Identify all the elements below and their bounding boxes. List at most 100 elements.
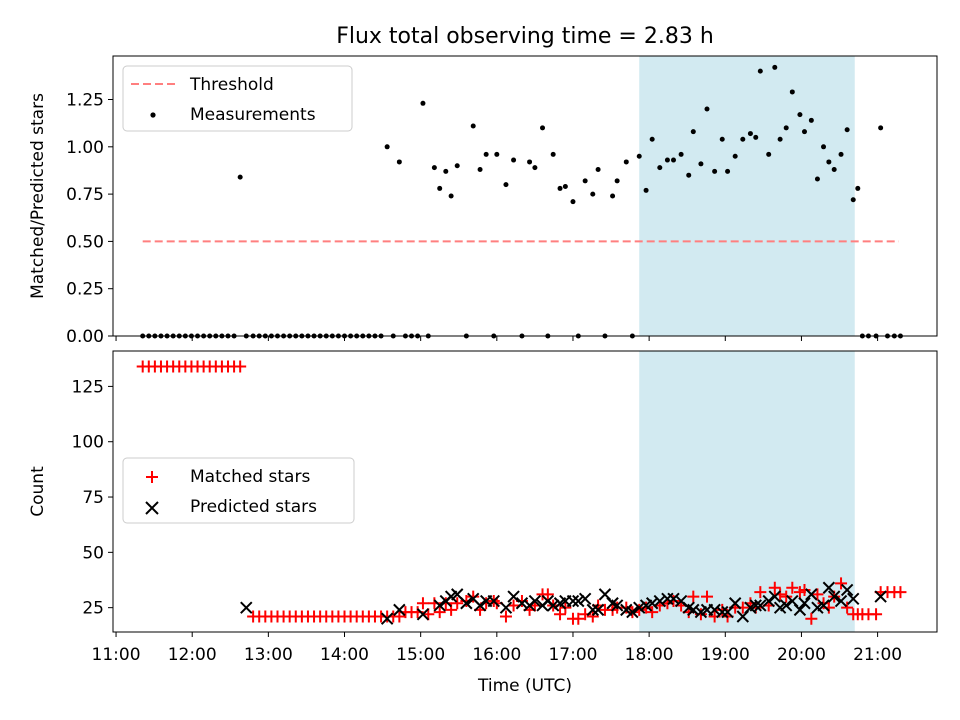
matched-star-point: [687, 590, 700, 603]
predicted-star-point: [798, 597, 811, 610]
measurement-point: [550, 151, 556, 157]
predicted-star-point: [780, 599, 793, 612]
matched-star-point: [754, 586, 767, 599]
top-y-tick-label: 0.00: [66, 327, 104, 347]
predicted-star-point: [653, 594, 667, 608]
measurement-point: [562, 184, 568, 190]
measurement-point: [431, 165, 437, 171]
measurement-point: [838, 151, 844, 157]
measurement-point: [814, 176, 820, 182]
matched-star-point: [798, 583, 811, 596]
measurement-point: [477, 167, 483, 173]
matched-star-point: [894, 586, 907, 599]
predicted-star-point: [827, 590, 841, 603]
measurement-point: [808, 117, 814, 123]
measurement-point: [757, 68, 763, 74]
predicted-star-point: [633, 601, 646, 614]
matched-star-point: [433, 606, 446, 619]
matched-star-point: [870, 608, 883, 621]
bottom-y-tick-label: 50: [82, 543, 104, 563]
legend-matched-label: Matched stars: [190, 467, 310, 487]
measurement-point: [437, 185, 443, 191]
measurement-point: [527, 159, 533, 165]
chart-title: Flux total observing time = 2.83 h: [336, 24, 714, 49]
matched-star-point: [701, 590, 714, 603]
predicted-star-point: [528, 594, 542, 608]
predicted-star-point: [749, 599, 762, 612]
predicted-star-point: [572, 594, 585, 608]
top-y-tick-label: 0.25: [66, 280, 104, 300]
measurement-point: [740, 136, 746, 142]
bottom-observing-span: [639, 351, 855, 632]
x-tick-label: 17:00: [548, 645, 597, 665]
bottom-y-tick-label: 100: [72, 433, 104, 453]
predicted-star-point: [687, 603, 700, 617]
measurement-point: [420, 100, 426, 106]
top-x-ticks: [115, 336, 879, 341]
legend-predicted-label: Predicted stars: [190, 497, 317, 517]
matched-star-point: [572, 612, 585, 625]
measurement-point: [636, 153, 642, 159]
bottom-panel: 25 50 75 100 125 11:00 12:00 13:00 14:00 15:00 16…: [28, 350, 938, 696]
measurement-point: [777, 136, 783, 142]
matched-star-point: [234, 360, 247, 373]
predicted-star-point: [487, 594, 500, 608]
measurement-point: [448, 193, 454, 199]
matched-star-point: [620, 601, 633, 614]
measurement-point: [470, 123, 476, 129]
predicted-stars-points: [240, 581, 887, 625]
measurement-point: [657, 165, 663, 171]
predicted-star-point: [460, 597, 473, 610]
predicted-star-point: [578, 592, 592, 606]
matched-star-point: [451, 597, 464, 610]
predicted-star-point: [840, 583, 854, 597]
predicted-star-point: [473, 599, 487, 612]
measurement-point: [766, 151, 772, 157]
measurement-point: [595, 167, 601, 173]
predicted-star-point: [762, 594, 775, 608]
measurement-point: [623, 159, 629, 165]
matched-star-point: [768, 581, 781, 594]
top-y-tick-label: 0.50: [66, 232, 104, 252]
top-y-axis-label: Matched/Predicted stars: [28, 93, 48, 299]
predicted-star-point: [834, 594, 848, 608]
top-y-tick-label: 1.25: [66, 91, 104, 111]
x-tick-label: 16:00: [472, 645, 521, 665]
matched-star-point: [554, 608, 567, 621]
predicted-star-point: [586, 603, 599, 617]
measurement-point: [821, 144, 827, 150]
matched-star-point: [780, 590, 793, 603]
legend-predicted-swatch: [145, 501, 159, 515]
matched-star-point: [393, 610, 406, 623]
bottom-y-ticks: 25 50 75 100 125: [72, 377, 113, 619]
measurement-point: [590, 191, 596, 197]
measurement-point: [384, 144, 390, 150]
measurement-point: [494, 151, 500, 157]
predicted-star-point: [874, 590, 887, 603]
matched-star-point: [835, 577, 848, 590]
measurement-point: [614, 178, 620, 184]
bottom-x-ticks: 11:00 12:00 13:00 14:00 15:00 16:00 17:00 18:00…: [92, 632, 902, 665]
measurement-point: [582, 178, 588, 184]
predicted-star-point: [610, 599, 624, 612]
top-panel: 0.00 0.25 0.50 0.75 1.00 1.25 Flux total obse…: [28, 24, 938, 347]
bottom-y-axis-label: Count: [28, 466, 48, 517]
measurement-point: [443, 168, 449, 174]
legend-measurements-swatch: [150, 112, 156, 118]
measurement-point: [686, 172, 692, 178]
measurement-point: [557, 185, 563, 191]
top-legend: Threshold Measurements: [122, 65, 353, 132]
measurement-point: [831, 167, 837, 173]
predicted-star-point: [546, 599, 560, 612]
top-y-tick-label: 1.00: [66, 138, 104, 158]
predicted-star-point: [507, 590, 520, 603]
legend-threshold-label: Threshold: [189, 75, 274, 95]
predicted-star-point: [728, 597, 742, 610]
measurement-point: [396, 159, 402, 165]
measurement-point: [797, 112, 803, 118]
measurement-point: [844, 127, 850, 133]
legend-matched-swatch: [146, 471, 158, 483]
measurement-point: [503, 182, 509, 188]
measurement-point: [747, 131, 753, 137]
